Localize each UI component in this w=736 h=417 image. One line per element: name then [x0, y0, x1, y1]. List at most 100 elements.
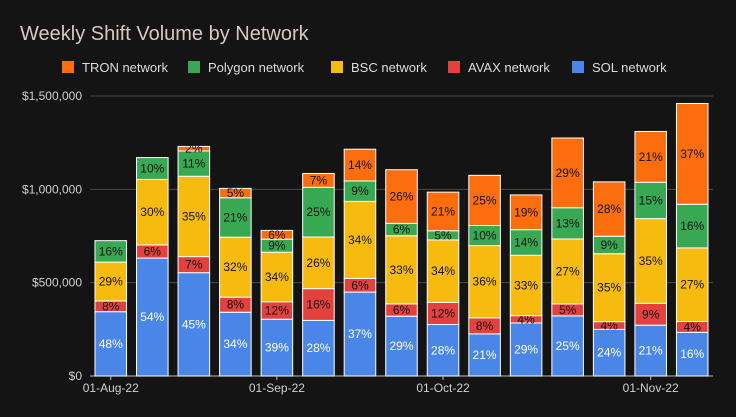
bar-data-label: 34% [265, 270, 289, 284]
bar-segment [177, 145, 211, 152]
bar-segment [302, 186, 335, 238]
bar-segment [177, 272, 211, 377]
bar-segment [634, 130, 667, 183]
bar-data-label: 10% [473, 229, 497, 243]
bar-data-label: 9% [268, 239, 286, 253]
legend-swatch [62, 61, 74, 73]
bar-segment [219, 187, 252, 199]
bar-data-label: 33% [389, 263, 413, 277]
bar-data-label: 14% [348, 158, 372, 172]
x-axis: 01-Aug-22 01-Sep-22 01-Oct-22 01-Nov-22 [83, 376, 679, 395]
bar-segment [219, 236, 252, 298]
bar-data-label: 48% [99, 337, 123, 351]
bar-segment [343, 291, 377, 377]
bar-data-label: 10% [140, 162, 164, 176]
bar-segment [302, 172, 335, 188]
bar-segment [634, 181, 667, 220]
x-tick-label: 01-Oct-22 [416, 381, 470, 395]
bar-segment [468, 174, 501, 226]
bar-data-label: 21% [639, 150, 663, 164]
bar-segment [675, 203, 709, 249]
bar-data-label: 15% [639, 193, 663, 207]
bar-data-label: 29% [99, 275, 123, 289]
bar-data-label: 25% [473, 193, 497, 207]
legend-swatch [331, 61, 343, 73]
bar-data-label: 7% [185, 258, 203, 272]
bar-data-label: 6% [351, 278, 369, 292]
bar-segment [675, 331, 709, 377]
legend-swatch [448, 61, 460, 73]
bar-data-label: 16% [680, 347, 704, 361]
bar-data-label: 34% [431, 264, 455, 278]
legend-label: SOL network [592, 60, 667, 75]
bar-segment [385, 169, 418, 224]
bar-data-label: 34% [348, 233, 372, 247]
bar-data-label: 7% [310, 173, 328, 187]
bar-data-label: 34% [223, 337, 247, 351]
bar-data-label: 24% [597, 346, 621, 360]
bars: 48% 8% 29% 16% 54% 6% 30% 10% 45% 7% 35% 11%2% 34% 8%… [94, 102, 709, 377]
bar-data-label: 12% [265, 303, 289, 317]
bar-data-label: 13% [556, 216, 580, 230]
x-tick-label: 01-Sep-22 [249, 381, 305, 395]
bar-data-label: 27% [680, 278, 704, 292]
x-tick-label: 01-Aug-22 [83, 381, 139, 395]
bar-data-label: 29% [556, 166, 580, 180]
bar-data-label: 8% [102, 299, 120, 313]
bar-segment [551, 315, 584, 377]
legend-label: AVAX network [468, 60, 550, 75]
bar-data-label: 6% [268, 228, 286, 242]
bar-data-label: 16% [306, 298, 330, 312]
legend-label: TRON network [82, 60, 168, 75]
bar-data-label: 35% [597, 281, 621, 295]
bar-data-label: 5% [227, 186, 245, 200]
bar-segment [385, 315, 418, 377]
legend-swatch [572, 61, 584, 73]
legend-swatch [188, 61, 200, 73]
bar-data-label: 6% [393, 223, 411, 237]
bar-data-label: 21% [473, 348, 497, 362]
bar-data-label: 2% [185, 142, 203, 156]
bar-data-label: 19% [514, 205, 538, 219]
bar-segment [260, 318, 294, 377]
bar-data-label: 28% [431, 343, 455, 357]
bar-data-label: 28% [306, 341, 330, 355]
bar-data-label: 9% [351, 184, 369, 198]
bar-data-label: 6% [393, 303, 411, 317]
bar-data-label: 45% [182, 317, 206, 331]
bar-segment [136, 157, 169, 180]
bar-data-label: 27% [556, 264, 580, 278]
bar-data-label: 16% [680, 219, 704, 233]
bar-segment [302, 236, 335, 290]
bar-segment [94, 240, 128, 263]
bar-segment [260, 251, 294, 303]
bar-segment [343, 148, 377, 182]
bar-data-label: 4% [684, 320, 702, 334]
bar-data-label: 11% [182, 157, 205, 171]
bar-data-label: 33% [514, 278, 538, 292]
bar-segment [302, 288, 335, 321]
bar-segment [551, 137, 584, 209]
bar-segment [426, 191, 460, 232]
legend-label: BSC network [351, 60, 427, 75]
bar-segment [509, 194, 543, 231]
bar-segment [94, 311, 128, 377]
bar-segment [302, 319, 335, 377]
y-tick-label: $0 [69, 369, 83, 383]
bar-data-label: 21% [431, 204, 455, 218]
y-axis: $0 $500,000 $1,000,000 $1,500,000 [22, 89, 82, 383]
bar-segment [675, 247, 709, 322]
bar-data-label: 32% [223, 260, 247, 274]
chart-title: Weekly Shift Volume by Network [20, 23, 310, 45]
bar-data-label: 26% [389, 190, 413, 204]
bar-data-label: 5% [559, 303, 577, 317]
bar-segment [260, 229, 294, 240]
legend-label: Polygon network [208, 60, 305, 75]
bar-data-label: 9% [600, 238, 618, 252]
bar-segment [177, 150, 211, 177]
bar-segment [219, 197, 252, 238]
y-tick-label: $500,000 [32, 276, 82, 290]
bar-data-label: 25% [306, 205, 330, 219]
y-tick-label: $1,500,000 [22, 89, 82, 103]
